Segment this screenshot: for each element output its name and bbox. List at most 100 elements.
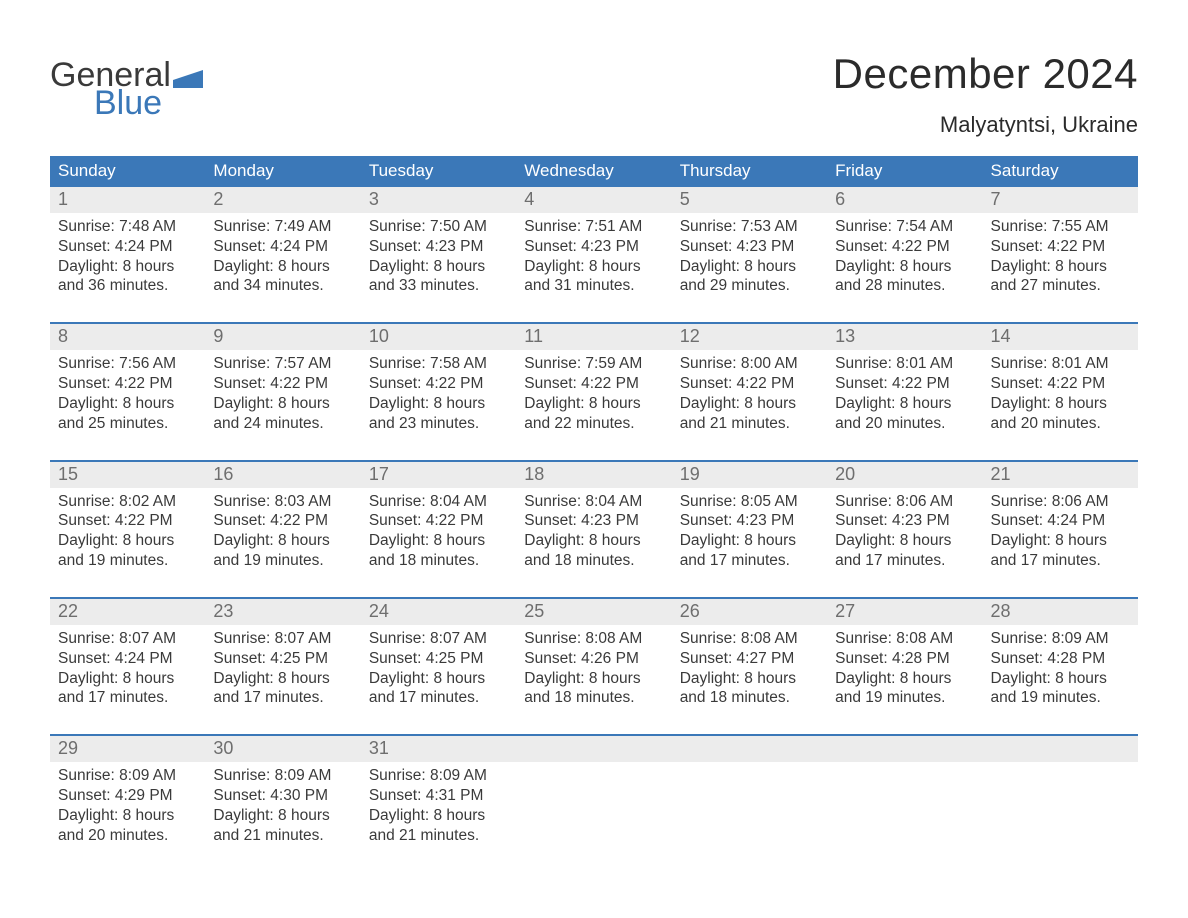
- day-number: 10: [361, 324, 516, 350]
- calendar-day: .: [516, 736, 671, 851]
- day-details: Sunrise: 7:58 AMSunset: 4:22 PMDaylight:…: [361, 350, 516, 439]
- detail-line-ss: Sunset: 4:24 PM: [991, 511, 1130, 531]
- detail-line-d1: Daylight: 8 hours: [835, 531, 974, 551]
- detail-line-ss: Sunset: 4:22 PM: [835, 237, 974, 257]
- detail-line-sr: Sunrise: 8:08 AM: [524, 629, 663, 649]
- detail-line-d2: and 19 minutes.: [58, 551, 197, 571]
- calendar-day: 22Sunrise: 8:07 AMSunset: 4:24 PMDayligh…: [50, 599, 205, 714]
- day-details: Sunrise: 7:57 AMSunset: 4:22 PMDaylight:…: [205, 350, 360, 439]
- detail-line-d2: and 31 minutes.: [524, 276, 663, 296]
- detail-line-d2: and 19 minutes.: [835, 688, 974, 708]
- detail-line-d1: Daylight: 8 hours: [213, 806, 352, 826]
- day-details: Sunrise: 8:02 AMSunset: 4:22 PMDaylight:…: [50, 488, 205, 577]
- day-number: 26: [672, 599, 827, 625]
- calendar-day: 23Sunrise: 8:07 AMSunset: 4:25 PMDayligh…: [205, 599, 360, 714]
- calendar-day: 3Sunrise: 7:50 AMSunset: 4:23 PMDaylight…: [361, 187, 516, 302]
- dow-tuesday: Tuesday: [361, 156, 516, 187]
- detail-line-sr: Sunrise: 7:57 AM: [213, 354, 352, 374]
- detail-line-d2: and 34 minutes.: [213, 276, 352, 296]
- logo-word-2: Blue: [50, 86, 203, 120]
- day-details: Sunrise: 7:59 AMSunset: 4:22 PMDaylight:…: [516, 350, 671, 439]
- day-number: .: [827, 736, 982, 762]
- detail-line-d2: and 28 minutes.: [835, 276, 974, 296]
- detail-line-ss: Sunset: 4:25 PM: [369, 649, 508, 669]
- detail-line-d1: Daylight: 8 hours: [991, 669, 1130, 689]
- detail-line-ss: Sunset: 4:23 PM: [680, 511, 819, 531]
- detail-line-d2: and 33 minutes.: [369, 276, 508, 296]
- dow-wednesday: Wednesday: [516, 156, 671, 187]
- day-number: 15: [50, 462, 205, 488]
- detail-line-d2: and 18 minutes.: [524, 688, 663, 708]
- day-details: Sunrise: 7:56 AMSunset: 4:22 PMDaylight:…: [50, 350, 205, 439]
- day-number: .: [672, 736, 827, 762]
- detail-line-d2: and 36 minutes.: [58, 276, 197, 296]
- day-details: Sunrise: 8:08 AMSunset: 4:28 PMDaylight:…: [827, 625, 982, 714]
- calendar-day: 20Sunrise: 8:06 AMSunset: 4:23 PMDayligh…: [827, 462, 982, 577]
- day-details: Sunrise: 8:04 AMSunset: 4:22 PMDaylight:…: [361, 488, 516, 577]
- detail-line-sr: Sunrise: 7:54 AM: [835, 217, 974, 237]
- detail-line-ss: Sunset: 4:23 PM: [524, 237, 663, 257]
- calendar-day: 31Sunrise: 8:09 AMSunset: 4:31 PMDayligh…: [361, 736, 516, 851]
- detail-line-sr: Sunrise: 8:08 AM: [680, 629, 819, 649]
- detail-line-d2: and 19 minutes.: [991, 688, 1130, 708]
- day-details: Sunrise: 8:03 AMSunset: 4:22 PMDaylight:…: [205, 488, 360, 577]
- detail-line-d1: Daylight: 8 hours: [369, 257, 508, 277]
- day-details: Sunrise: 7:55 AMSunset: 4:22 PMDaylight:…: [983, 213, 1138, 302]
- calendar-day: 28Sunrise: 8:09 AMSunset: 4:28 PMDayligh…: [983, 599, 1138, 714]
- detail-line-sr: Sunrise: 8:01 AM: [991, 354, 1130, 374]
- detail-line-sr: Sunrise: 8:04 AM: [524, 492, 663, 512]
- day-details: Sunrise: 7:49 AMSunset: 4:24 PMDaylight:…: [205, 213, 360, 302]
- detail-line-d2: and 29 minutes.: [680, 276, 819, 296]
- day-number: 1: [50, 187, 205, 213]
- day-details: Sunrise: 8:04 AMSunset: 4:23 PMDaylight:…: [516, 488, 671, 577]
- dow-sunday: Sunday: [50, 156, 205, 187]
- detail-line-d1: Daylight: 8 hours: [369, 806, 508, 826]
- detail-line-ss: Sunset: 4:23 PM: [680, 237, 819, 257]
- detail-line-d1: Daylight: 8 hours: [680, 394, 819, 414]
- detail-line-sr: Sunrise: 8:09 AM: [58, 766, 197, 786]
- calendar-day: 24Sunrise: 8:07 AMSunset: 4:25 PMDayligh…: [361, 599, 516, 714]
- day-details: Sunrise: 7:51 AMSunset: 4:23 PMDaylight:…: [516, 213, 671, 302]
- day-details: Sunrise: 8:07 AMSunset: 4:24 PMDaylight:…: [50, 625, 205, 714]
- day-details: Sunrise: 8:09 AMSunset: 4:30 PMDaylight:…: [205, 762, 360, 851]
- dow-saturday: Saturday: [983, 156, 1138, 187]
- day-details: Sunrise: 8:06 AMSunset: 4:23 PMDaylight:…: [827, 488, 982, 577]
- detail-line-d2: and 22 minutes.: [524, 414, 663, 434]
- detail-line-sr: Sunrise: 7:51 AM: [524, 217, 663, 237]
- calendar-day: .: [983, 736, 1138, 851]
- detail-line-d2: and 24 minutes.: [213, 414, 352, 434]
- detail-line-sr: Sunrise: 8:05 AM: [680, 492, 819, 512]
- month-title: December 2024: [833, 50, 1138, 98]
- detail-line-d1: Daylight: 8 hours: [213, 394, 352, 414]
- calendar-day: .: [672, 736, 827, 851]
- weeks-container: 1 Sunrise: 7:48 AM Sunset: 4:24 PM Daylight…: [50, 187, 1138, 852]
- day-details: Sunrise: 8:06 AMSunset: 4:24 PMDaylight:…: [983, 488, 1138, 577]
- detail-line-ss: Sunset: 4:22 PM: [680, 374, 819, 394]
- day-number: 16: [205, 462, 360, 488]
- detail-line-sr: Sunrise: 8:06 AM: [835, 492, 974, 512]
- location-label: Malyatyntsi, Ukraine: [833, 112, 1138, 138]
- calendar-week: 1Sunrise: 7:48 AMSunset: 4:24 PMDaylight…: [50, 187, 1138, 302]
- calendar-day: 16Sunrise: 8:03 AMSunset: 4:22 PMDayligh…: [205, 462, 360, 577]
- detail-line-sr: Sunrise: 7:48 AM: [58, 217, 197, 237]
- calendar-day: 17Sunrise: 8:04 AMSunset: 4:22 PMDayligh…: [361, 462, 516, 577]
- detail-line-d2: and 18 minutes.: [369, 551, 508, 571]
- day-number: 14: [983, 324, 1138, 350]
- detail-line-sr: Sunrise: 7:49 AM: [213, 217, 352, 237]
- detail-line-sr: Sunrise: 8:09 AM: [213, 766, 352, 786]
- day-details: Sunrise: 8:07 AMSunset: 4:25 PMDaylight:…: [205, 625, 360, 714]
- day-number: 23: [205, 599, 360, 625]
- detail-line-ss: Sunset: 4:22 PM: [524, 374, 663, 394]
- day-details: Sunrise: 8:07 AMSunset: 4:25 PMDaylight:…: [361, 625, 516, 714]
- detail-line-d1: Daylight: 8 hours: [524, 394, 663, 414]
- detail-line-sr: Sunrise: 7:59 AM: [524, 354, 663, 374]
- detail-line-ss: Sunset: 4:23 PM: [369, 237, 508, 257]
- detail-line-d2: and 20 minutes.: [58, 826, 197, 846]
- day-number: 27: [827, 599, 982, 625]
- detail-line-ss: Sunset: 4:28 PM: [835, 649, 974, 669]
- calendar-week: 29Sunrise: 8:09 AMSunset: 4:29 PMDayligh…: [50, 734, 1138, 851]
- calendar-day: 14Sunrise: 8:01 AMSunset: 4:22 PMDayligh…: [983, 324, 1138, 439]
- detail-line-d1: Daylight: 8 hours: [991, 257, 1130, 277]
- detail-line-d1: Daylight: 8 hours: [680, 669, 819, 689]
- dow-monday: Monday: [205, 156, 360, 187]
